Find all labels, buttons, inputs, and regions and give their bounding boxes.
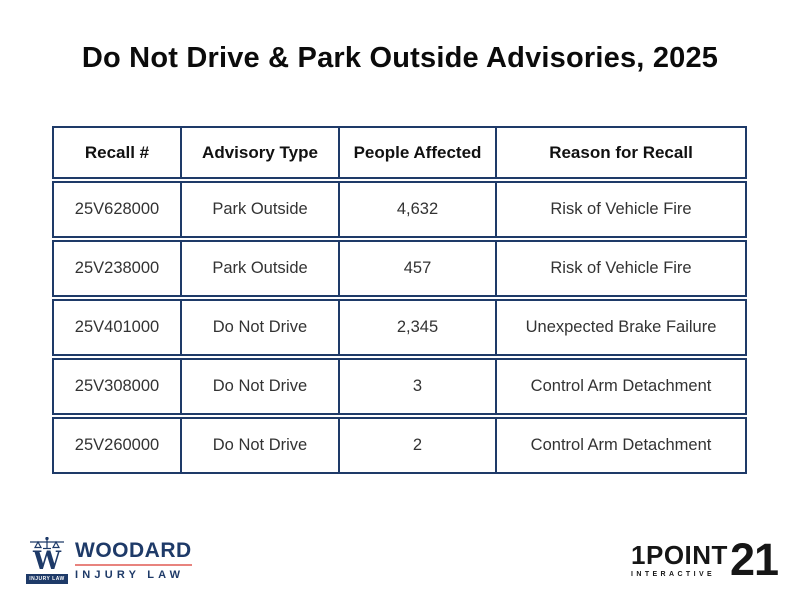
header-cell-reason-for-recall: Reason for Recall [549,142,693,162]
cell-people-affected: 2 [340,419,497,472]
woodard-emblem-letter: W [32,546,62,575]
onepoint21-interactive-logo: 1POINT INTERACTIVE 21 [631,534,779,585]
scales-of-justice-icon [30,537,64,550]
cell-reason-for-recall: Risk of Vehicle Fire [550,200,692,218]
cell-recall-number: 25V628000 [54,183,182,236]
woodard-emblem: W INJURY LAW [26,537,68,584]
cell-people-affected: 4,632 [340,183,497,236]
cell-advisory-type: Park Outside [182,242,340,295]
woodard-injury-law-logo: W INJURY LAW WOODARD INJURY LAW [26,537,192,584]
table-row: 25V628000 Park Outside 4,632 Risk of Veh… [52,181,747,238]
cell-advisory-type: Do Not Drive [182,360,340,413]
onepoint21-tagline: INTERACTIVE [631,571,716,579]
advisory-table: Recall # Advisory Type People Affected R… [52,126,747,476]
table-header-row: Recall # Advisory Type People Affected R… [52,126,747,179]
table-row: 25V238000 Park Outside 457 Risk of Vehic… [52,240,747,297]
page-title: Do Not Drive & Park Outside Advisories, … [81,42,719,74]
cell-recall-number: 25V238000 [54,242,182,295]
woodard-wordmark: WOODARD INJURY LAW [75,540,192,581]
onepoint21-word: 1POINT [631,540,728,571]
table-row: 25V260000 Do Not Drive 2 Control Arm Det… [52,417,747,474]
onepoint21-number: 21 [729,534,779,585]
cell-reason-for-recall: Risk of Vehicle Fire [550,259,692,277]
cell-advisory-type: Park Outside [182,183,340,236]
woodard-name: WOODARD [75,538,192,562]
table-row: 25V401000 Do Not Drive 2,345 Unexpected … [52,299,747,356]
cell-advisory-type: Do Not Drive [182,419,340,472]
header-cell-recall-number: Recall # [54,128,182,177]
cell-recall-number: 25V308000 [54,360,182,413]
cell-people-affected: 3 [340,360,497,413]
cell-reason-for-recall: Control Arm Detachment [530,377,712,395]
header-cell-people-affected: People Affected [340,128,497,177]
woodard-tagline: INJURY LAW [75,568,185,581]
header-cell-advisory-type: Advisory Type [182,128,340,177]
cell-recall-number: 25V401000 [54,301,182,354]
table-row: 25V308000 Do Not Drive 3 Control Arm Det… [52,358,747,415]
cell-advisory-type: Do Not Drive [182,301,340,354]
cell-people-affected: 2,345 [340,301,497,354]
cell-people-affected: 457 [340,242,497,295]
cell-reason-for-recall: Control Arm Detachment [530,436,712,454]
onepoint21-wordmark: 1POINT INTERACTIVE [631,542,728,578]
woodard-emblem-banner: INJURY LAW [26,573,68,584]
cell-reason-for-recall: Unexpected Brake Failure [525,318,717,336]
cell-recall-number: 25V260000 [54,419,182,472]
woodard-divider [75,563,192,566]
